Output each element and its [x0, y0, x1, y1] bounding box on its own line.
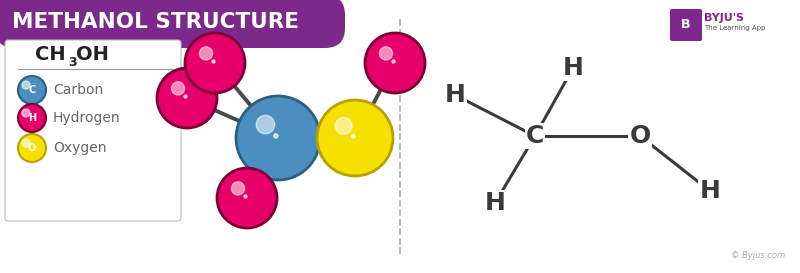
- Circle shape: [18, 104, 46, 132]
- Text: O: O: [630, 124, 650, 148]
- Bar: [0, 0, 25, 33]
- Text: METHANOL STRUCTURE: METHANOL STRUCTURE: [12, 12, 299, 32]
- Circle shape: [244, 195, 247, 198]
- Circle shape: [18, 76, 46, 104]
- Text: The Learning App: The Learning App: [704, 25, 766, 31]
- Text: Carbon: Carbon: [53, 83, 103, 97]
- Circle shape: [392, 60, 395, 63]
- Circle shape: [18, 134, 46, 162]
- Bar: [0, 0, 340, 43]
- Circle shape: [185, 33, 245, 93]
- Text: H: H: [699, 179, 721, 203]
- Circle shape: [379, 47, 393, 60]
- Circle shape: [351, 134, 355, 138]
- Circle shape: [212, 60, 215, 63]
- Text: H: H: [28, 113, 36, 123]
- Circle shape: [317, 100, 393, 176]
- FancyBboxPatch shape: [5, 40, 181, 221]
- Bar: [0, 0, 340, 25]
- FancyBboxPatch shape: [0, 0, 345, 48]
- Text: H: H: [562, 56, 583, 80]
- Circle shape: [157, 68, 217, 128]
- Circle shape: [171, 82, 185, 95]
- Circle shape: [365, 33, 425, 93]
- Circle shape: [199, 47, 213, 60]
- Text: CH: CH: [35, 46, 66, 64]
- Circle shape: [274, 134, 278, 138]
- Text: H: H: [485, 191, 506, 215]
- Text: OH: OH: [76, 46, 109, 64]
- Text: C: C: [28, 85, 36, 95]
- FancyBboxPatch shape: [670, 9, 702, 41]
- Circle shape: [22, 139, 30, 147]
- Text: Oxygen: Oxygen: [53, 141, 106, 155]
- Text: O: O: [28, 143, 36, 153]
- Circle shape: [22, 109, 30, 117]
- Text: C: C: [526, 124, 544, 148]
- Text: BYJU'S: BYJU'S: [704, 13, 744, 23]
- Text: 3: 3: [68, 55, 77, 69]
- Circle shape: [184, 95, 187, 98]
- Text: Hydrogen: Hydrogen: [53, 111, 121, 125]
- Circle shape: [335, 117, 352, 134]
- Text: B: B: [682, 17, 690, 31]
- Text: © Byjus.com: © Byjus.com: [730, 251, 785, 260]
- Circle shape: [256, 115, 274, 134]
- Circle shape: [231, 182, 245, 195]
- Text: H: H: [445, 83, 466, 107]
- Circle shape: [22, 81, 30, 89]
- Circle shape: [217, 168, 277, 228]
- Circle shape: [236, 96, 320, 180]
